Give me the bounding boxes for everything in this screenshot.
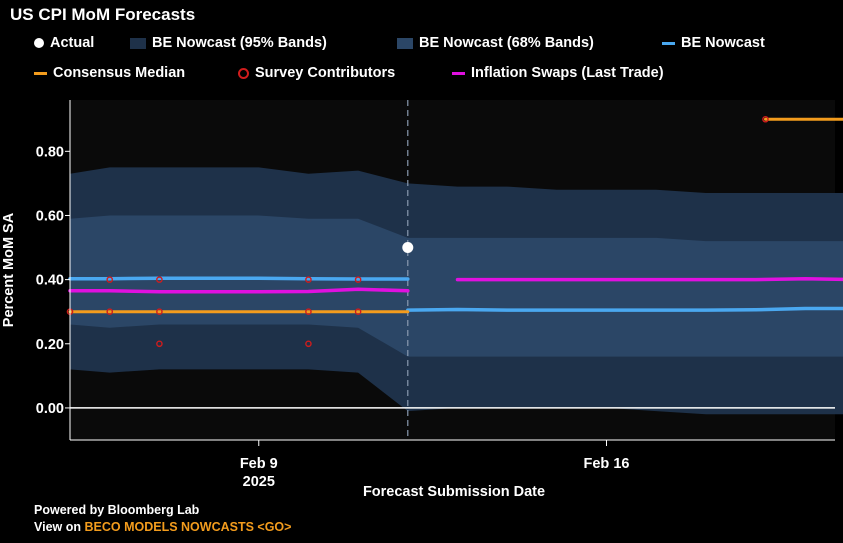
x-tick-label-1: Feb 16 xyxy=(584,456,630,472)
legend-label-consensus: Consensus Median xyxy=(53,65,186,81)
points-layer xyxy=(66,115,769,348)
legend-label-actual: Actual xyxy=(50,35,95,51)
nowcast-line-seg-0 xyxy=(68,276,410,281)
survey-point-9 xyxy=(354,276,362,283)
survey-point-3 xyxy=(106,276,114,283)
legend-label-band95: BE Nowcast (95% Bands) xyxy=(152,35,327,51)
nowcast-line-icon xyxy=(662,41,675,45)
legend-item-survey: Survey Contributors xyxy=(238,65,395,81)
footer-view: View on BECO MODELS NOWCASTS <GO> xyxy=(34,520,291,534)
legend-item-band95: BE Nowcast (95% Bands) xyxy=(130,35,327,51)
footer-view-prefix: View on xyxy=(34,520,85,534)
footer-powered: Powered by Bloomberg Lab xyxy=(34,503,200,517)
band-68 xyxy=(70,215,843,357)
survey-point-11 xyxy=(762,115,769,123)
swaps-line-seg-0 xyxy=(68,287,410,294)
survey-ring-icon xyxy=(238,67,249,79)
legend-label-survey: Survey Contributors xyxy=(255,65,396,81)
legend-label-nowcast: BE Nowcast xyxy=(681,35,765,51)
y-tick-label-1: 0.20 xyxy=(36,337,64,353)
legend-item-consensus: Consensus Median xyxy=(34,65,185,81)
actual-dot-icon xyxy=(34,38,44,48)
y-axis-label: Percent MoM SA xyxy=(1,212,17,327)
survey-point-2 xyxy=(156,308,163,315)
legend-item-band68: BE Nowcast (68% Bands) xyxy=(397,35,594,51)
y-tick-label-0: 0.00 xyxy=(36,401,64,417)
actual-point-0 xyxy=(402,242,414,254)
legend-item-actual: Actual xyxy=(34,35,94,51)
survey-point-4 xyxy=(156,276,163,283)
bands-layer xyxy=(70,167,843,415)
survey-point-8 xyxy=(305,340,312,348)
survey-point-1 xyxy=(106,308,114,315)
legend-item-swaps: Inflation Swaps (Last Trade) xyxy=(452,65,664,81)
legend-label-swaps: Inflation Swaps (Last Trade) xyxy=(471,65,664,81)
x-tick-sublabel-0: 2025 xyxy=(243,474,275,490)
chart-title: US CPI MoM Forecasts xyxy=(10,5,196,24)
legend-label-band68: BE Nowcast (68% Bands) xyxy=(419,35,594,51)
survey-point-10 xyxy=(354,308,362,315)
y-tick-label-3: 0.60 xyxy=(36,208,64,224)
x-axis-label: Forecast Submission Date xyxy=(363,484,545,500)
survey-point-7 xyxy=(305,308,312,315)
legend-item-nowcast: BE Nowcast xyxy=(662,35,765,51)
zero-line-layer xyxy=(70,100,835,440)
band68-swatch-icon xyxy=(397,37,413,49)
x-tick-label-0: Feb 9 xyxy=(240,456,278,472)
y-tick-label-4: 0.80 xyxy=(36,144,64,160)
series-layer xyxy=(68,117,843,314)
nowcast-line-seg-1 xyxy=(406,306,843,312)
beco-go-link[interactable]: BECO MODELS NOWCASTS <GO> xyxy=(84,520,292,534)
swaps-line-icon xyxy=(452,71,465,75)
consensus-line-icon xyxy=(34,71,47,75)
band95-swatch-icon xyxy=(130,37,146,49)
survey-point-5 xyxy=(156,340,163,348)
survey-point-6 xyxy=(305,276,312,283)
y-tick-label-2: 0.40 xyxy=(36,273,64,289)
swaps-line-seg-1 xyxy=(455,276,843,282)
